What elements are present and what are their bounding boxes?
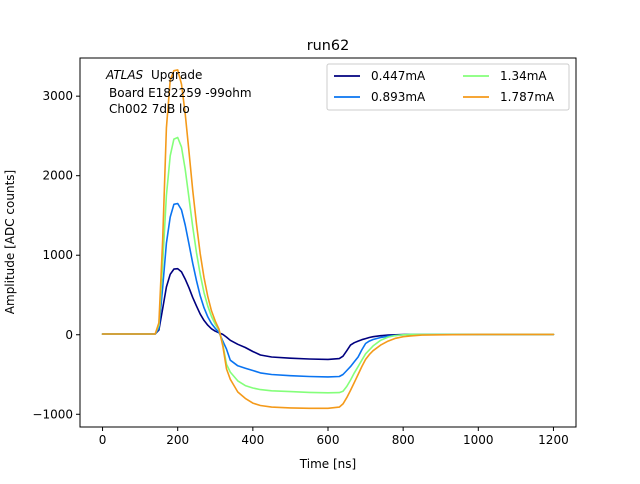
- legend-label-3: 1.787mA: [500, 90, 555, 104]
- annotation-line1: ATLAS Upgrade: [105, 68, 202, 82]
- x-axis-ticks: 0 200 400 600 800 1000 1200: [99, 427, 569, 447]
- annotation-upgrade: Upgrade: [151, 68, 202, 82]
- x-tick-label: 400: [241, 433, 264, 447]
- y-tick-label: 3000: [42, 89, 73, 103]
- y-tick-label: −1000: [32, 407, 73, 421]
- legend-label-2: 1.34mA: [500, 69, 547, 83]
- legend-label-0: 0.447mA: [371, 69, 426, 83]
- x-axis-label: Time [ns]: [299, 457, 356, 471]
- chart-title: run62: [307, 38, 349, 54]
- annotation-line2: Board E182259 -99ohm: [109, 86, 252, 100]
- y-axis-ticks: −1000 0 1000 2000 3000: [32, 89, 80, 421]
- x-tick-label: 800: [392, 433, 415, 447]
- series-line-3: [101, 69, 555, 410]
- series-line-0: [101, 267, 555, 361]
- series-line-2: [101, 136, 555, 394]
- annotation: ATLAS Upgrade Board E182259 -99ohm Ch002…: [105, 68, 252, 116]
- x-tick-label: 1000: [463, 433, 494, 447]
- y-axis-label: Amplitude [ADC counts]: [3, 170, 17, 314]
- y-tick-label: 2000: [42, 169, 73, 183]
- x-tick-label: 0: [99, 433, 107, 447]
- y-tick-label: 1000: [42, 248, 73, 262]
- legend: 0.447mA 0.893mA 1.34mA 1.787mA: [326, 63, 570, 111]
- x-tick-label: 1200: [538, 433, 569, 447]
- series-layer: [101, 69, 555, 410]
- x-tick-label: 200: [166, 433, 189, 447]
- y-tick-label: 0: [65, 328, 73, 342]
- annotation-atlas: ATLAS: [105, 68, 144, 82]
- series-line-1: [101, 202, 555, 378]
- legend-label-1: 0.893mA: [371, 90, 426, 104]
- x-tick-label: 600: [317, 433, 340, 447]
- legend-box: [326, 63, 570, 111]
- annotation-line3: Ch002 7dB lo: [109, 102, 190, 116]
